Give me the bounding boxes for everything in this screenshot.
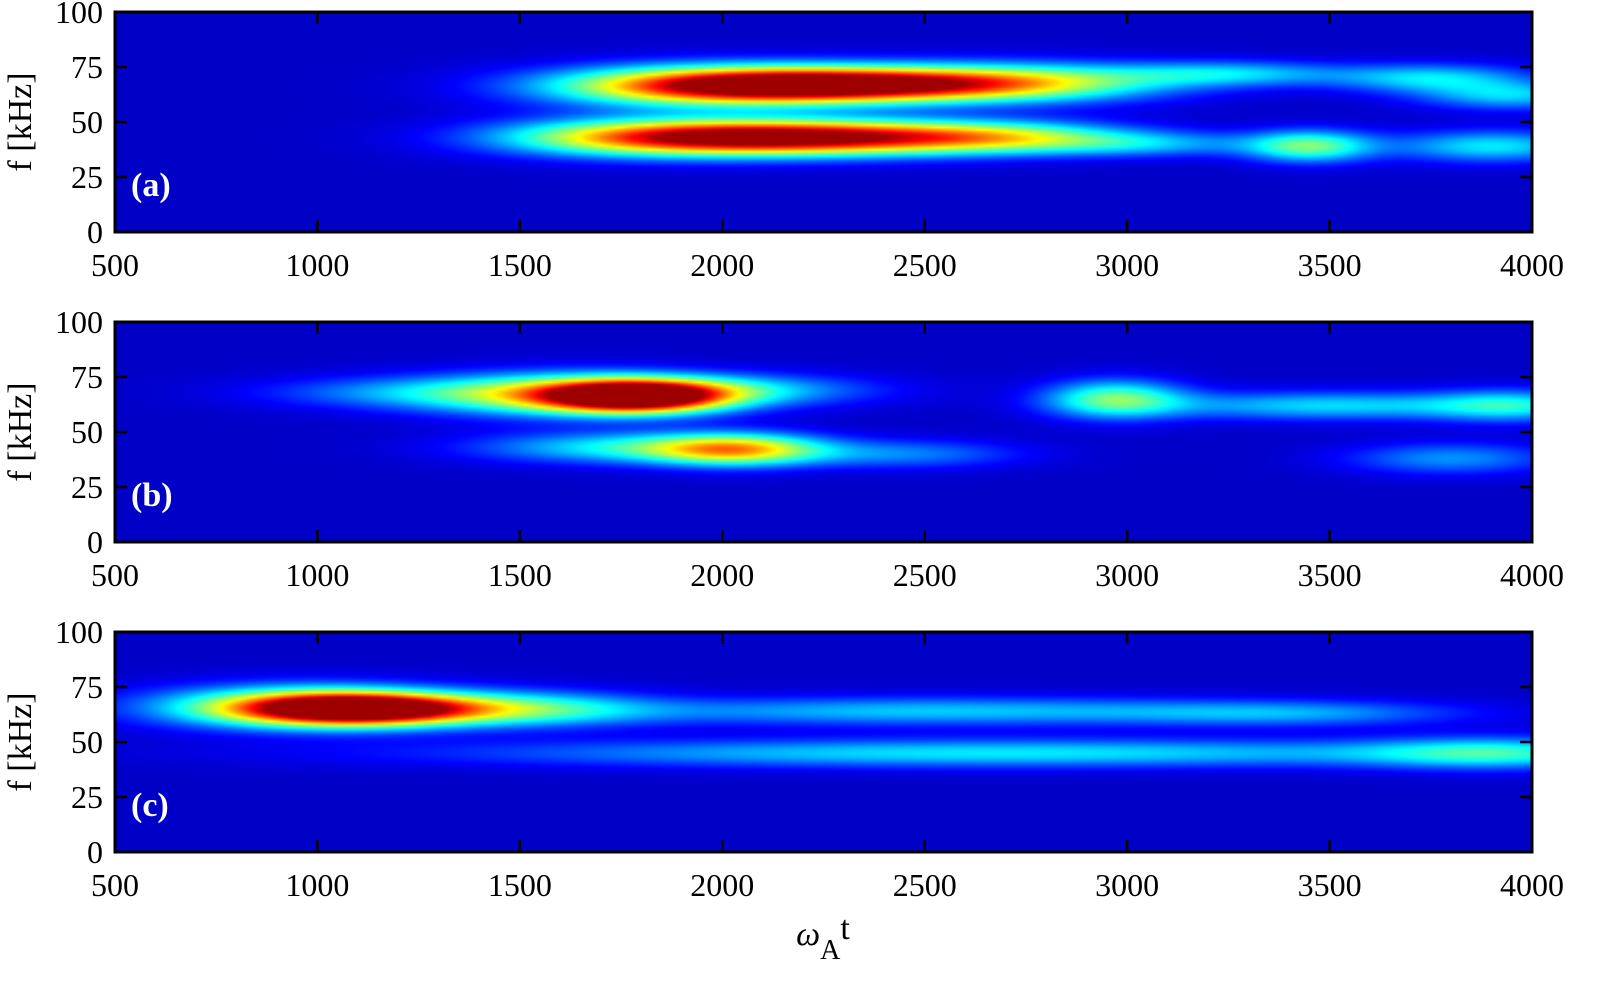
y-tick-label: 100 [55,0,103,30]
panel-label: (b) [131,477,173,514]
x-tick-label: 2000 [690,867,754,903]
x-tick-label: 2500 [893,867,957,903]
y-axis-label: f [kHz] [2,382,39,481]
x-tick-label: 1000 [285,867,349,903]
x-tick-label: 1000 [285,247,349,283]
y-tick-label: 50 [71,724,103,760]
y-tick-label: 0 [87,214,103,250]
x-tick-label: 2000 [690,557,754,593]
x-tick-label: 500 [91,247,139,283]
y-tick-label: 25 [71,159,103,195]
y-tick-label: 100 [55,614,103,650]
x-tick-label: 1500 [488,557,552,593]
y-tick-label: 50 [71,414,103,450]
y-tick-label: 25 [71,469,103,505]
spectrogram-heatmap [115,12,1532,232]
y-tick-label: 0 [87,524,103,560]
y-tick-label: 75 [71,49,103,85]
x-tick-label: 3500 [1298,557,1362,593]
x-tick-label: 4000 [1500,867,1564,903]
x-tick-label: 1000 [285,557,349,593]
spectrogram-heatmap [115,322,1532,542]
x-tick-label: 500 [91,557,139,593]
x-tick-label: 500 [91,867,139,903]
x-tick-label: 3500 [1298,247,1362,283]
y-tick-label: 50 [71,104,103,140]
x-tick-label: 4000 [1500,247,1564,283]
x-tick-label: 3000 [1095,867,1159,903]
y-tick-label: 75 [71,669,103,705]
x-tick-label: 2500 [893,557,957,593]
panel-a: 500 1000 1500 2000 2500 3000 3500 4000 0 25 50 75 10… [2,0,1564,283]
x-tick-label: 2000 [690,247,754,283]
panel-label: (c) [131,787,169,824]
x-tick-label: 4000 [1500,557,1564,593]
y-tick-label: 25 [71,779,103,815]
y-tick-label: 75 [71,359,103,395]
panel-label: (a) [131,167,171,204]
x-tick-label: 2500 [893,247,957,283]
x-tick-label: 3000 [1095,557,1159,593]
y-axis-label: f [kHz] [2,72,39,171]
panel-c: 500 1000 1500 2000 2500 3000 3500 4000 0 25 50 75 10… [2,614,1564,966]
spectrogram-heatmap [115,632,1532,852]
x-tick-label: 1500 [488,247,552,283]
x-tick-label: 3500 [1298,867,1362,903]
y-tick-label: 100 [55,304,103,340]
panel-b: 500 1000 1500 2000 2500 3000 3500 4000 0 25 50 75 10… [2,304,1564,593]
x-tick-label: 3000 [1095,247,1159,283]
y-axis-label: f [kHz] [2,692,39,791]
y-tick-label: 0 [87,834,103,870]
x-axis-label: ωAt [796,910,850,966]
x-tick-label: 1500 [488,867,552,903]
